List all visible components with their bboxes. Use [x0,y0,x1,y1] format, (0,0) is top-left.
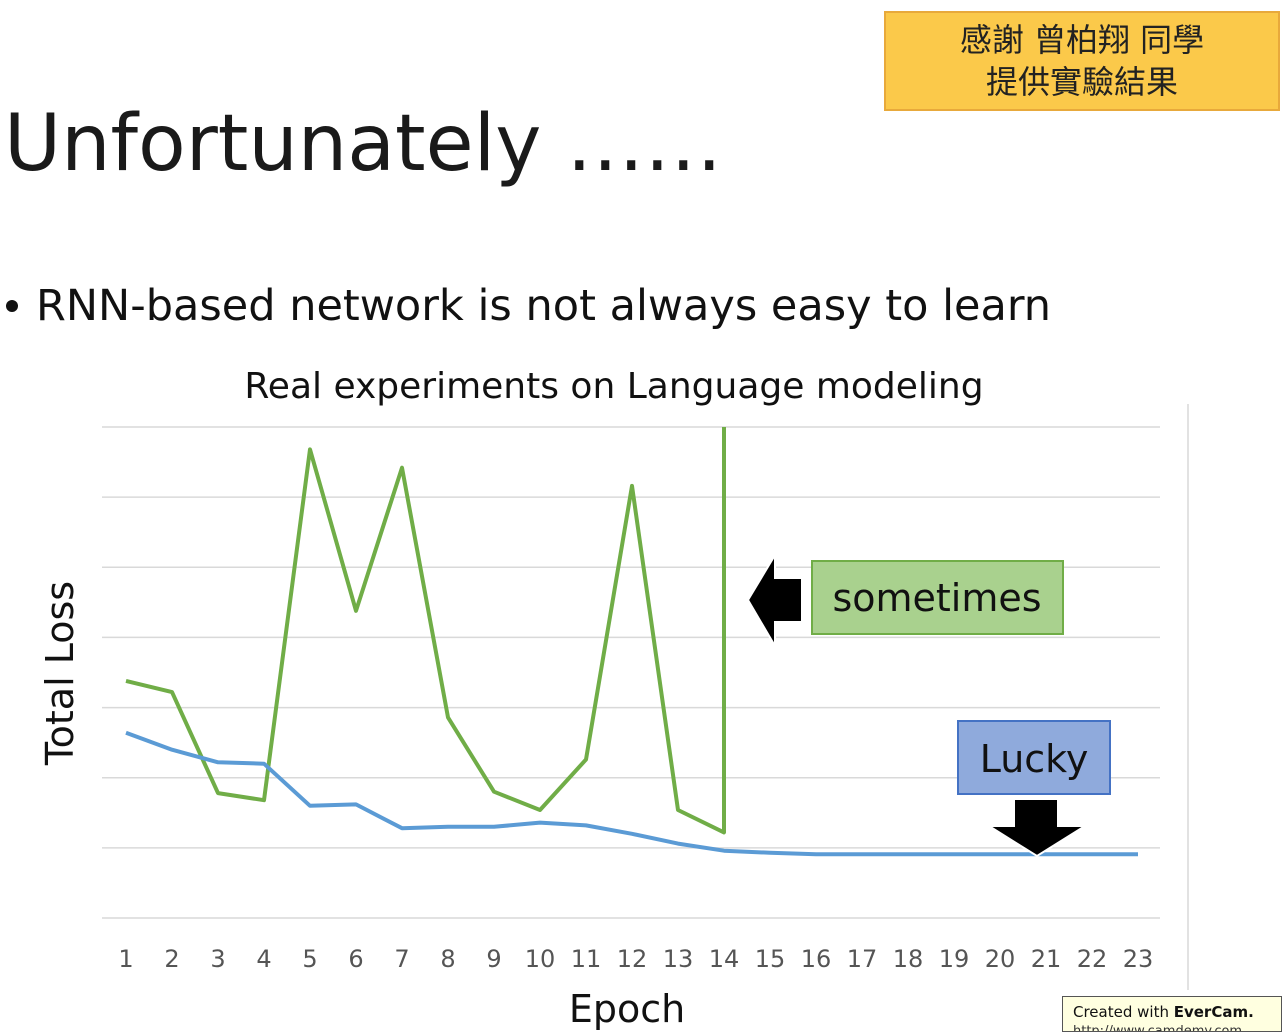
thanks-note-line1: 感謝 曾柏翔 同學 [959,21,1205,59]
lucky-label: Lucky [980,737,1089,781]
thanks-note-line2: 提供實驗結果 [985,63,1178,101]
x-tick-label: 21 [1031,945,1062,973]
series-line-2 [125,730,1138,857]
sometimes-label: sometimes [832,576,1041,620]
x-tick-label: 23 [1123,945,1154,973]
x-tick-label: 16 [801,945,832,973]
x-tick-label: 10 [525,945,556,973]
x-tick-label: 15 [755,945,786,973]
x-tick-label: 18 [893,945,924,973]
x-tick-labels: 1 2 3 4 5 6 7 8 9 10 11 12 13 14 15 16 17 18 19 20 21 22 23 [118,945,1153,973]
down-arrow-icon [985,798,1089,858]
x-tick-label: 12 [617,945,648,973]
y-axis-label: Total Loss [38,581,82,766]
bullet-dot-icon [6,300,18,312]
bullet-text: RNN-based network is not always easy to … [36,281,1052,331]
x-tick-label: 3 [210,945,225,973]
x-tick-label: 4 [256,945,271,973]
x-tick-label: 13 [663,945,694,973]
chart-title: Real experiments on Language modeling [244,366,983,407]
x-tick-label: 6 [348,945,363,973]
x-tick-label: 1 [118,945,133,973]
slide-title: Unfortunately …… [4,99,723,189]
sometimes-label-box [811,560,1064,635]
watermark-brand: EverCam. [1173,1003,1254,1021]
x-tick-label: 11 [571,945,602,973]
x-tick-label: 2 [164,945,179,973]
watermark-prefix: Created with [1073,1003,1174,1021]
x-tick-label: 19 [939,945,970,973]
x-tick-label: 9 [486,945,501,973]
x-tick-label: 5 [302,945,317,973]
evercam-watermark: Created with EverCam. http://www.camdemy… [1062,996,1282,1032]
x-tick-label: 14 [709,945,740,973]
left-arrow-icon [746,551,803,650]
watermark-url: http://www.camdemy.com [1073,1024,1243,1032]
x-axis-label: Epoch [569,987,685,1031]
thanks-note-box: 感謝 曾柏翔 同學 提供實驗結果 [884,11,1280,111]
x-tick-label: 22 [1077,945,1108,973]
x-tick-label: 8 [440,945,455,973]
x-tick-label: 7 [394,945,409,973]
x-tick-label: 20 [985,945,1016,973]
series-line-1 [125,427,726,835]
series-layer [125,427,1138,857]
bullet-point: RNN-based network is not always easy to … [2,278,1051,334]
lucky-label-box [957,720,1111,795]
x-tick-label: 17 [847,945,878,973]
